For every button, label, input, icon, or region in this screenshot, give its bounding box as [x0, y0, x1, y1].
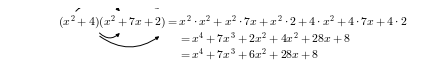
- FancyArrowPatch shape: [99, 33, 119, 38]
- FancyArrowPatch shape: [99, 36, 158, 47]
- Text: $(x^2+4)(x^2+7x+2) = x^2 \cdot x^2 + x^2 \cdot 7x + x^2 \cdot 2 + 4 \cdot x^2 + : $(x^2+4)(x^2+7x+2) = x^2 \cdot x^2 + x^2…: [58, 14, 407, 31]
- FancyArrowPatch shape: [76, 0, 119, 11]
- Text: $= x^4 + 7x^3 + 6x^2 + 28x + 8$: $= x^4 + 7x^3 + 6x^2 + 28x + 8$: [178, 47, 319, 62]
- Text: $= x^4 + 7x^3 + 2x^2 + 4x^2 + 28x + 8$: $= x^4 + 7x^3 + 2x^2 + 4x^2 + 28x + 8$: [178, 31, 350, 46]
- FancyArrowPatch shape: [79, 0, 158, 9]
